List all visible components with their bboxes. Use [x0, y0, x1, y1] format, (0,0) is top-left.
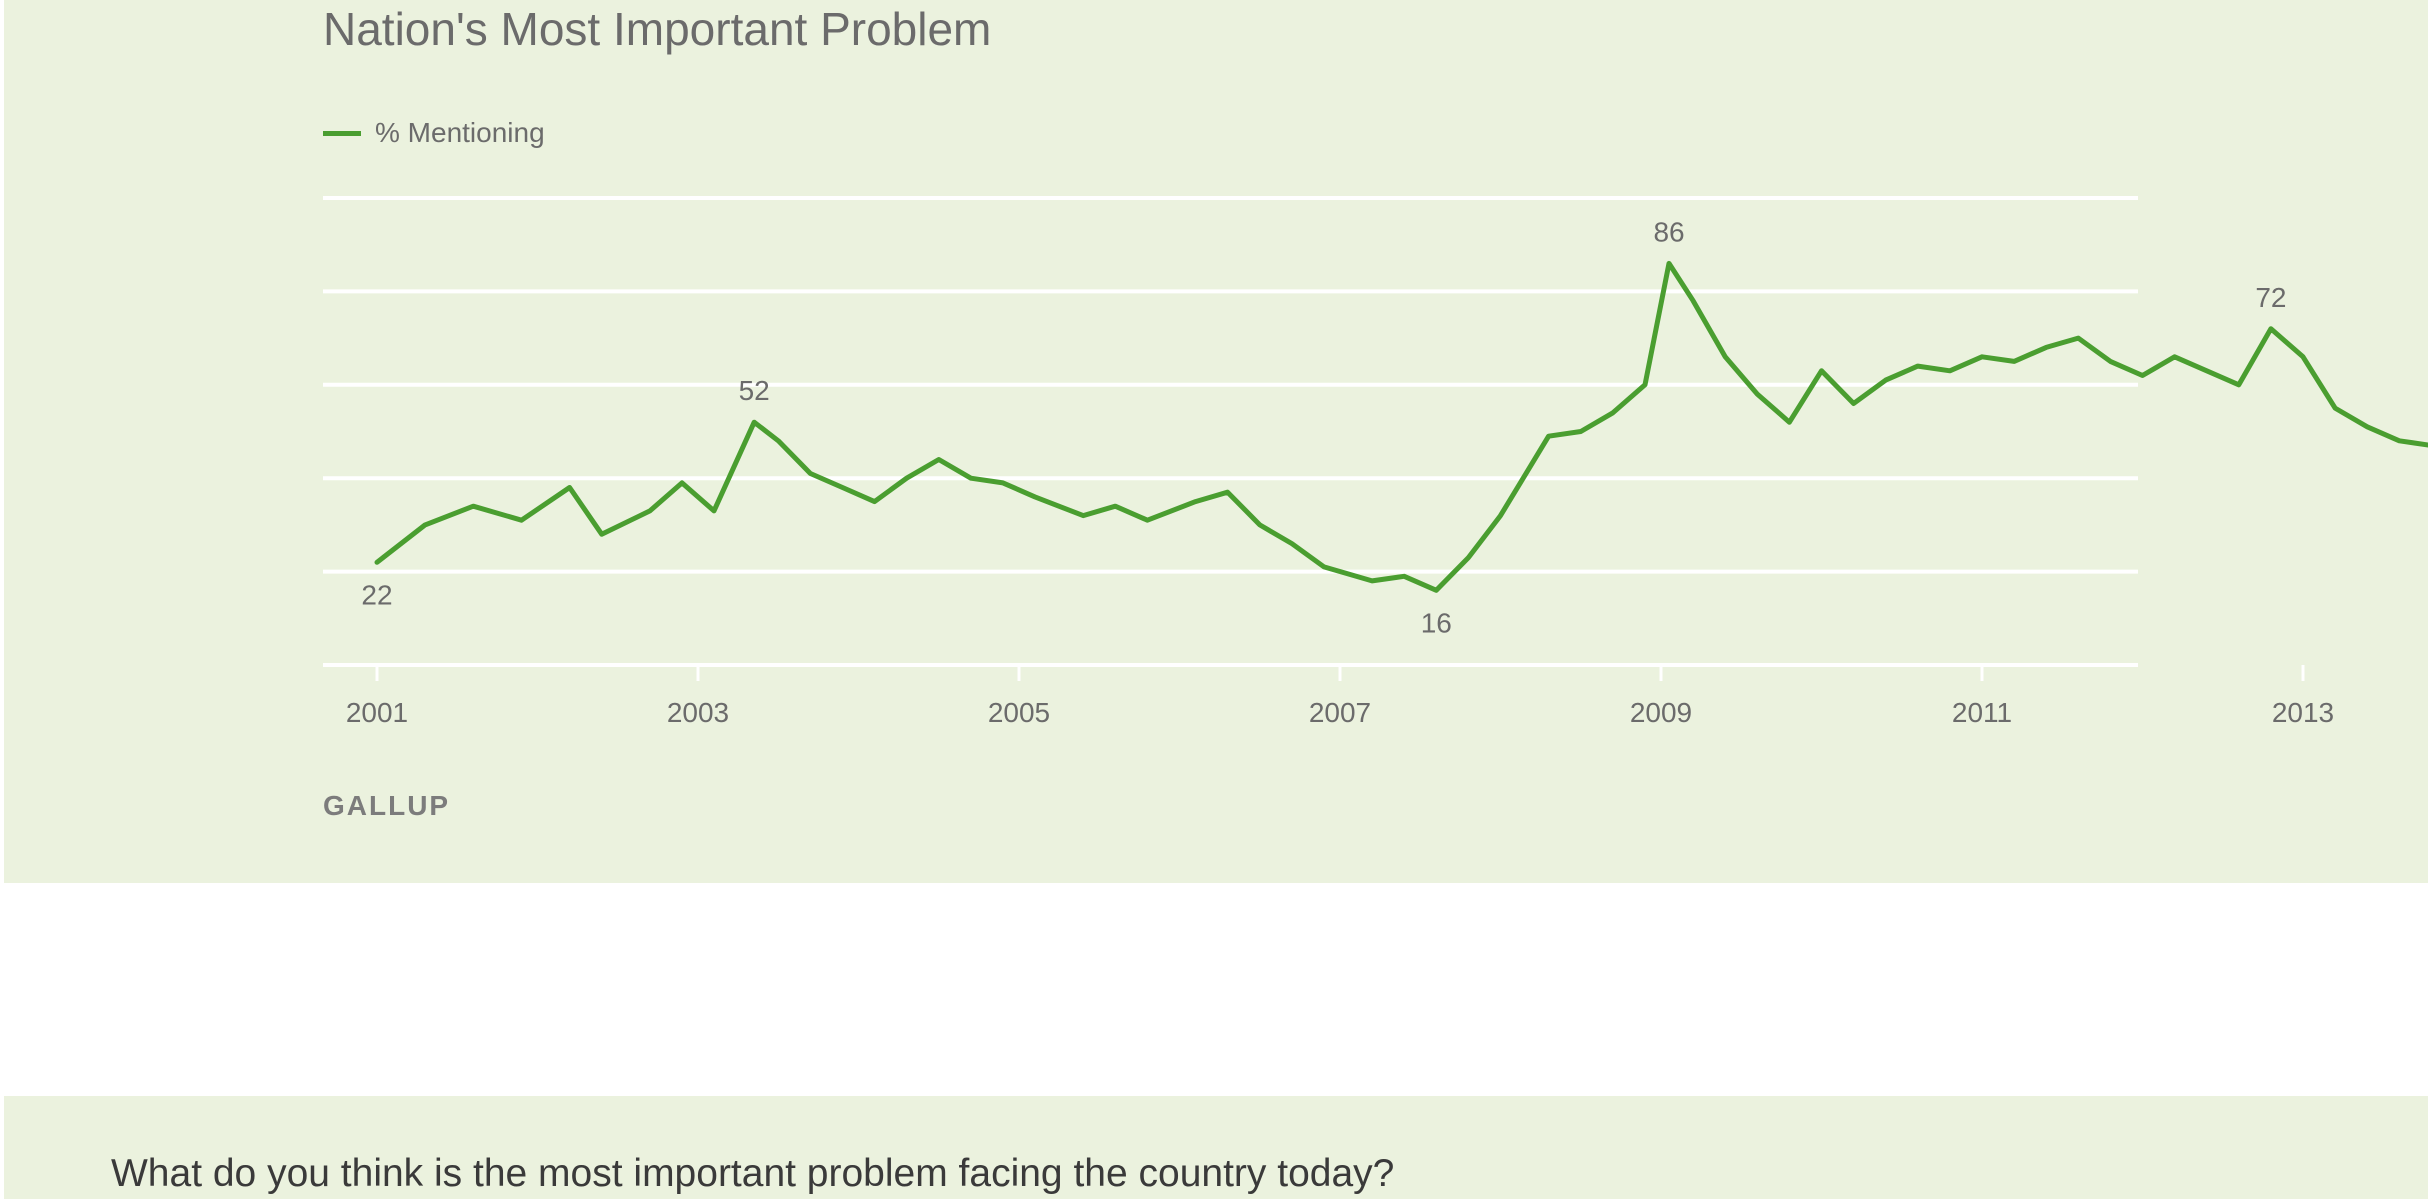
chart-panel	[4, 0, 2428, 883]
x-tick-label: 2003	[667, 697, 729, 728]
data-label: 16	[1421, 607, 1452, 638]
legend-label: % Mentioning	[375, 117, 545, 148]
x-tick-label: 2005	[988, 697, 1050, 728]
question-panel	[4, 1096, 2428, 1199]
data-label: 22	[361, 579, 392, 610]
data-label: 86	[1653, 216, 1684, 247]
x-tick-label: 2001	[346, 697, 408, 728]
x-tick-label: 2011	[1952, 697, 2012, 728]
legend-swatch	[323, 130, 361, 136]
x-tick-label: 2007	[1309, 697, 1371, 728]
survey-question: What do you think is the most important …	[111, 1152, 1395, 1195]
x-tick-label: 2009	[1630, 697, 1692, 728]
legend: % Mentioning	[323, 117, 545, 149]
data-label: 72	[2255, 282, 2286, 313]
x-tick-label: 2013	[2272, 697, 2334, 728]
brand-label: GALLUP	[323, 790, 451, 821]
chart-title: Nation's Most Important Problem	[323, 3, 992, 55]
line-chart: 2001200320052007200920112013201520172019…	[323, 196, 2428, 728]
series-line	[374, 260, 2428, 593]
data-label: 52	[739, 375, 770, 406]
